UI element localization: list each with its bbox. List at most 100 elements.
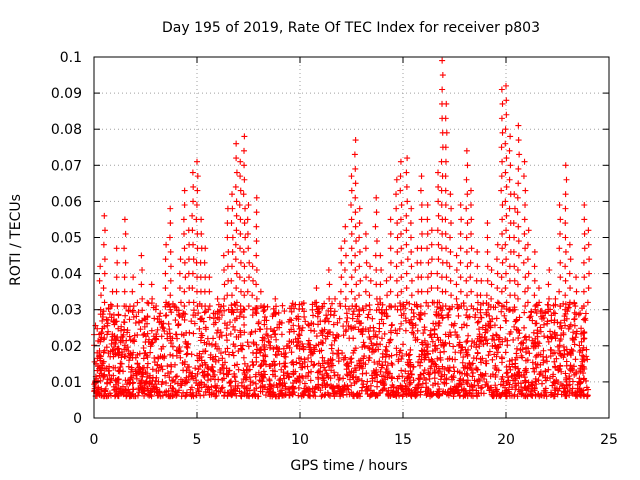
bulk-point (262, 352, 269, 359)
bulk-point (540, 321, 547, 328)
bulk-point (224, 337, 231, 344)
data-point (507, 133, 514, 140)
bulk-point (197, 316, 204, 323)
data-point-streak (232, 241, 239, 248)
bulk-point (329, 350, 336, 357)
bulk-point (514, 372, 521, 379)
data-point (552, 295, 559, 302)
data-point (566, 241, 573, 248)
bulk-point (474, 299, 481, 306)
bulk-point (566, 375, 573, 382)
data-point-streak (101, 256, 108, 263)
bulk-point (327, 392, 334, 399)
bulk-point (417, 359, 424, 366)
bulk-point (412, 322, 419, 329)
data-point-streak (190, 183, 197, 190)
data-point-streak (341, 266, 348, 273)
bulk-point (119, 333, 126, 340)
data-point-streak (567, 256, 574, 263)
bulk-point (383, 351, 390, 358)
bulk-point (369, 349, 376, 356)
bulk-point (210, 368, 217, 375)
bulk-point (427, 393, 434, 400)
bulk-point (328, 382, 335, 389)
data-point-streak (403, 212, 410, 219)
bulk-point (563, 378, 570, 385)
bulk-point (421, 310, 428, 317)
bulk-point (260, 343, 267, 350)
data-point-streak (240, 248, 247, 255)
bulk-point (296, 325, 303, 332)
data-point-streak (313, 299, 320, 306)
bulk-point (252, 328, 259, 335)
data-point (439, 57, 446, 64)
bulk-point (463, 338, 470, 345)
bulk-point (204, 377, 211, 384)
data-point (531, 248, 538, 255)
bulk-point (169, 385, 176, 392)
bulk-point (130, 372, 137, 379)
bulk-point (402, 368, 409, 375)
data-point (577, 310, 584, 317)
bulk-point (466, 360, 473, 367)
bulk-point (461, 321, 468, 328)
data-point-streak (177, 299, 184, 306)
data-point-streak (244, 230, 251, 237)
bulk-point (114, 346, 121, 353)
bulk-point (213, 387, 220, 394)
bulk-point (406, 300, 413, 307)
data-point-streak (348, 187, 355, 194)
bulk-point (144, 320, 151, 327)
data-point-streak (194, 187, 201, 194)
bulk-point (321, 300, 328, 307)
bulk-point (454, 305, 461, 312)
data-point-streak (494, 285, 501, 292)
bulk-point (104, 331, 111, 338)
bulk-point (206, 314, 213, 321)
data-point-streak (467, 202, 474, 209)
data-point-streak (356, 292, 363, 299)
data-point-streak (113, 288, 120, 295)
bulk-point (490, 304, 497, 311)
bulk-point (259, 388, 266, 395)
data-point-streak (585, 241, 592, 248)
bulk-point (217, 350, 224, 357)
bulk-point (325, 307, 332, 314)
bulk-point (400, 391, 407, 398)
data-point-streak (467, 274, 474, 281)
data-point-streak (511, 263, 518, 270)
bulk-point (115, 325, 122, 332)
bulk-point (431, 375, 438, 382)
data-point-streak (562, 220, 569, 227)
data-point-streak (447, 234, 454, 241)
bulk-point (234, 306, 241, 313)
data-point-streak (457, 288, 464, 295)
y-tick-label: 0.04 (51, 267, 82, 283)
bulk-point (264, 386, 271, 393)
bulk-point (322, 367, 329, 374)
bulk-point (532, 353, 539, 360)
bulk-point (216, 308, 223, 315)
bulk-point (388, 322, 395, 329)
data-point-streak (435, 256, 442, 263)
bulk-point (412, 384, 419, 391)
bulk-point (504, 374, 511, 381)
bulk-point (500, 382, 507, 389)
bulk-point (340, 332, 347, 339)
bulk-point (306, 392, 313, 399)
bulk-point (389, 321, 396, 328)
data-point-streak (233, 198, 240, 205)
bulk-point (175, 322, 182, 329)
data-point-streak (326, 295, 333, 302)
bulk-point (182, 311, 189, 318)
data-point-streak (442, 230, 449, 237)
bulk-point (216, 345, 223, 352)
bulk-point (580, 335, 587, 342)
bulk-point (346, 335, 353, 342)
bulk-point (324, 389, 331, 396)
bulk-point (161, 328, 168, 335)
data-point-streak (249, 306, 256, 313)
bulk-point (520, 371, 527, 378)
bulk-point (146, 392, 153, 399)
bulk-point (362, 326, 369, 333)
